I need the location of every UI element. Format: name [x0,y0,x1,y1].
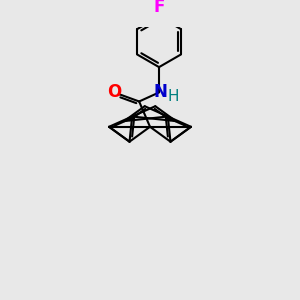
Text: O: O [107,82,121,100]
Text: F: F [153,0,165,16]
Text: H: H [168,88,179,104]
Text: N: N [154,83,168,101]
